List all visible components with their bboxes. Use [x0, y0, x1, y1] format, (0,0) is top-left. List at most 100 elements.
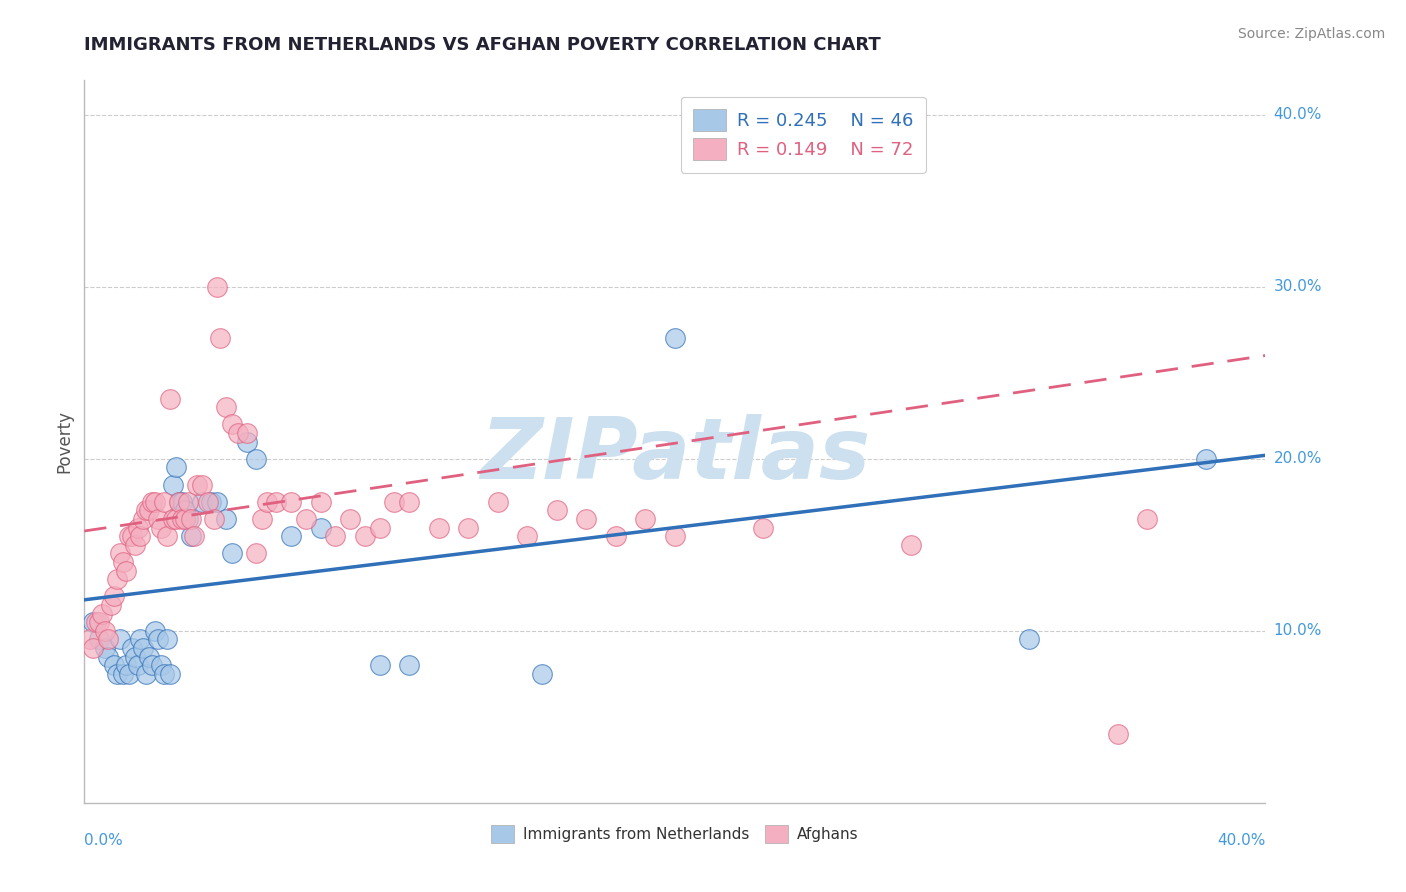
Point	[180, 512, 202, 526]
Point	[87, 632, 111, 647]
Point	[121, 640, 143, 655]
Text: 40.0%: 40.0%	[1218, 833, 1265, 848]
Point	[143, 494, 166, 508]
Point	[295, 512, 318, 526]
Point	[236, 434, 259, 449]
Text: 30.0%: 30.0%	[1274, 279, 1322, 294]
Point	[209, 331, 232, 345]
Point	[103, 658, 125, 673]
Point	[215, 400, 238, 414]
Point	[82, 615, 104, 630]
Point	[138, 503, 160, 517]
Point	[150, 658, 173, 673]
Point	[516, 529, 538, 543]
Point	[215, 512, 238, 526]
Point	[531, 666, 554, 681]
Point	[173, 503, 195, 517]
Text: 40.0%: 40.0%	[1274, 107, 1322, 122]
Point	[486, 494, 509, 508]
Point	[124, 538, 146, 552]
Text: 0.0%: 0.0%	[84, 833, 124, 848]
Point	[91, 607, 114, 621]
Point	[207, 279, 229, 293]
Point	[143, 624, 166, 638]
Point	[138, 649, 160, 664]
Point	[339, 512, 361, 526]
Point	[114, 564, 136, 578]
Point	[309, 494, 332, 508]
Point	[354, 529, 377, 543]
Point	[226, 425, 249, 440]
Point	[127, 658, 149, 673]
Point	[177, 494, 200, 508]
Point	[132, 512, 155, 526]
Point	[87, 615, 111, 630]
Point	[173, 512, 195, 526]
Point	[398, 658, 420, 673]
Point	[1136, 512, 1159, 526]
Point	[1107, 727, 1129, 741]
Point	[79, 632, 101, 647]
Point	[575, 512, 598, 526]
Point	[105, 666, 128, 681]
Text: IMMIGRANTS FROM NETHERLANDS VS AFGHAN POVERTY CORRELATION CHART: IMMIGRANTS FROM NETHERLANDS VS AFGHAN PO…	[84, 36, 882, 54]
Point	[105, 572, 128, 586]
Point	[186, 477, 208, 491]
Point	[165, 512, 187, 526]
Point	[191, 494, 214, 508]
Point	[1195, 451, 1218, 466]
Point	[427, 520, 450, 534]
Point	[84, 615, 107, 630]
Point	[153, 494, 176, 508]
Point	[141, 658, 163, 673]
Point	[118, 529, 141, 543]
Point	[135, 666, 157, 681]
Y-axis label: Poverty: Poverty	[55, 410, 73, 473]
Point	[111, 555, 134, 569]
Point	[325, 529, 347, 543]
Point	[121, 529, 143, 543]
Point	[94, 640, 117, 655]
Point	[245, 546, 267, 560]
Point	[457, 520, 479, 534]
Point	[94, 624, 117, 638]
Point	[150, 520, 173, 534]
Point	[250, 512, 273, 526]
Point	[266, 494, 288, 508]
Point	[82, 640, 104, 655]
Text: Source: ZipAtlas.com: Source: ZipAtlas.com	[1237, 27, 1385, 41]
Point	[202, 512, 225, 526]
Text: 10.0%: 10.0%	[1274, 624, 1322, 639]
Point	[114, 658, 136, 673]
Point	[236, 425, 259, 440]
Point	[170, 512, 193, 526]
Point	[245, 451, 267, 466]
Point	[129, 529, 152, 543]
Text: 20.0%: 20.0%	[1274, 451, 1322, 467]
Point	[156, 529, 179, 543]
Point	[167, 494, 190, 508]
Point	[221, 417, 243, 432]
Point	[159, 392, 181, 406]
Point	[165, 460, 187, 475]
Point	[180, 529, 202, 543]
Point	[141, 494, 163, 508]
Point	[132, 640, 155, 655]
Point	[280, 529, 302, 543]
Point	[162, 477, 184, 491]
Point	[103, 590, 125, 604]
Point	[148, 632, 170, 647]
Point	[197, 494, 219, 508]
Point	[170, 494, 193, 508]
Point	[127, 520, 149, 534]
Point	[148, 512, 170, 526]
Point	[221, 546, 243, 560]
Point	[108, 632, 131, 647]
Point	[111, 666, 134, 681]
Point	[129, 632, 152, 647]
Point	[100, 598, 122, 612]
Point	[159, 666, 181, 681]
Point	[634, 512, 657, 526]
Point	[382, 494, 406, 508]
Legend: Immigrants from Netherlands, Afghans: Immigrants from Netherlands, Afghans	[485, 819, 865, 849]
